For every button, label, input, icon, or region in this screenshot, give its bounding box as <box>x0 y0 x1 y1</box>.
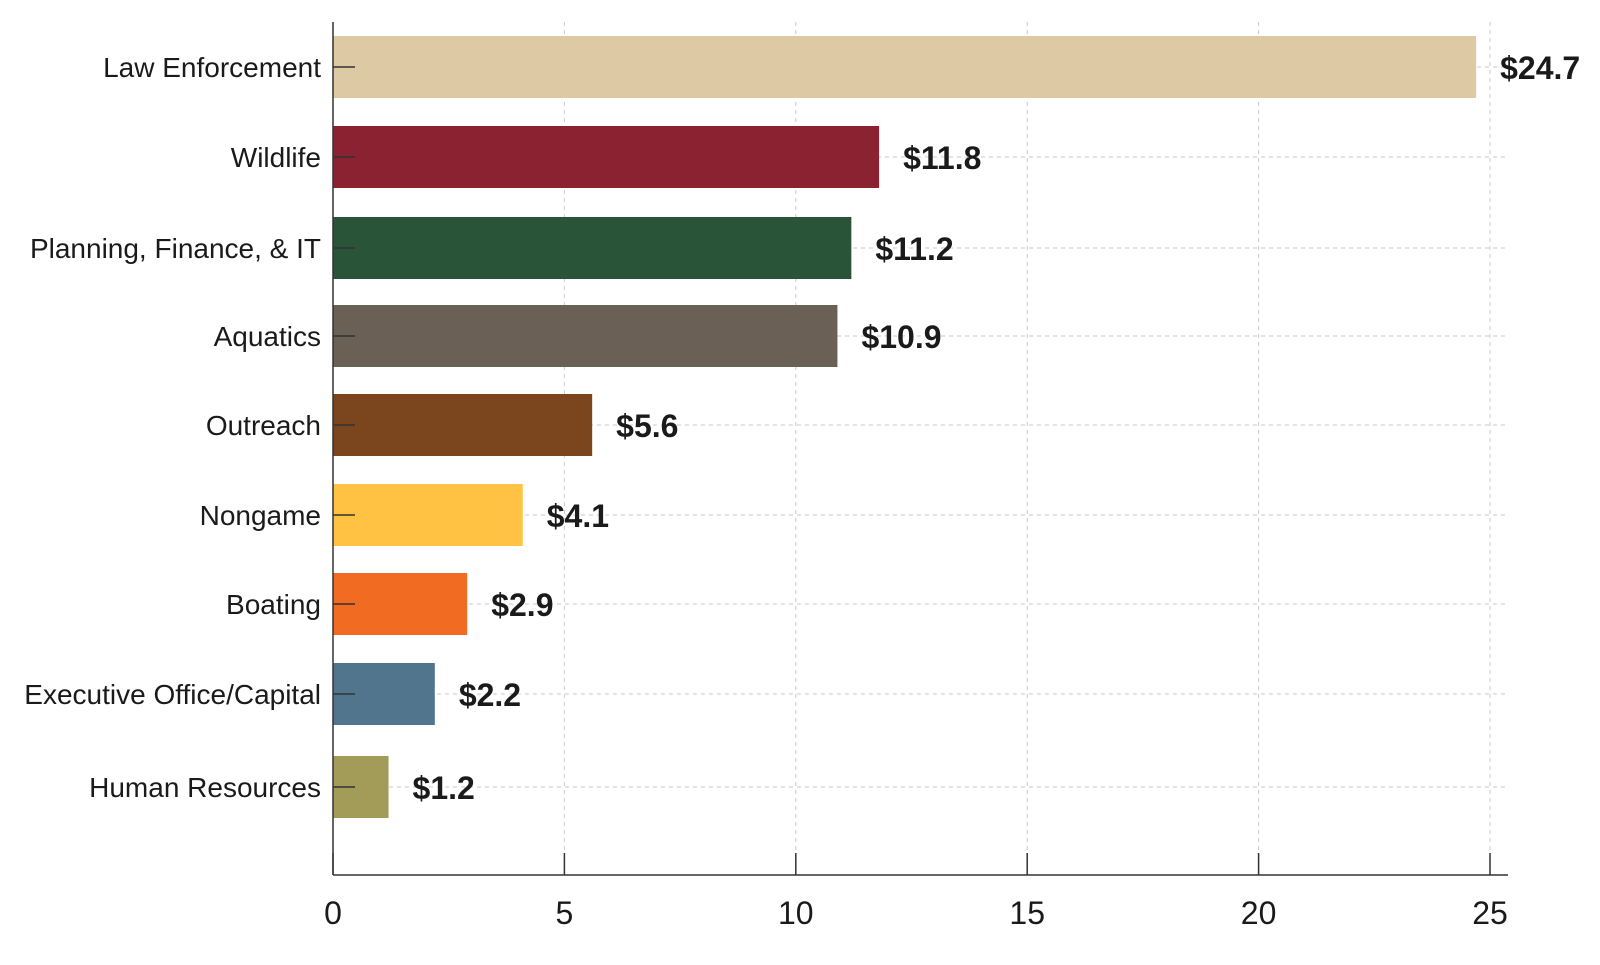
category-label: Wildlife <box>231 142 321 173</box>
data-label: $5.6 <box>616 408 678 444</box>
bar-boating <box>333 573 468 635</box>
x-tick-label: 10 <box>778 895 814 931</box>
bar-outreach <box>333 394 593 456</box>
bar-nongame <box>333 484 523 546</box>
data-label: $2.9 <box>491 587 553 623</box>
data-label: $2.2 <box>459 677 521 713</box>
bar-wildlife <box>333 126 880 188</box>
data-label: $4.1 <box>547 498 609 534</box>
category-label: Outreach <box>206 410 321 441</box>
category-label: Human Resources <box>89 772 321 803</box>
data-label: $11.2 <box>875 231 953 267</box>
category-label: Boating <box>226 589 321 620</box>
data-label: $1.2 <box>413 770 475 806</box>
category-label: Executive Office/Capital <box>24 679 321 710</box>
x-tick-label: 0 <box>324 895 342 931</box>
bar-planning-finance-it <box>333 217 852 279</box>
category-label: Planning, Finance, & IT <box>30 233 321 264</box>
bar-law-enforcement <box>333 36 1477 98</box>
x-tick-label: 5 <box>556 895 574 931</box>
x-tick-label: 25 <box>1472 895 1508 931</box>
x-tick-label: 15 <box>1009 895 1045 931</box>
data-label: $24.7 <box>1500 50 1580 86</box>
x-tick-label: 20 <box>1241 895 1277 931</box>
data-label: $10.9 <box>861 319 941 355</box>
category-label: Aquatics <box>214 321 321 352</box>
category-label: Nongame <box>200 500 321 531</box>
data-label: $11.8 <box>903 140 981 176</box>
category-label: Law Enforcement <box>103 52 321 83</box>
bar-aquatics <box>333 305 838 367</box>
